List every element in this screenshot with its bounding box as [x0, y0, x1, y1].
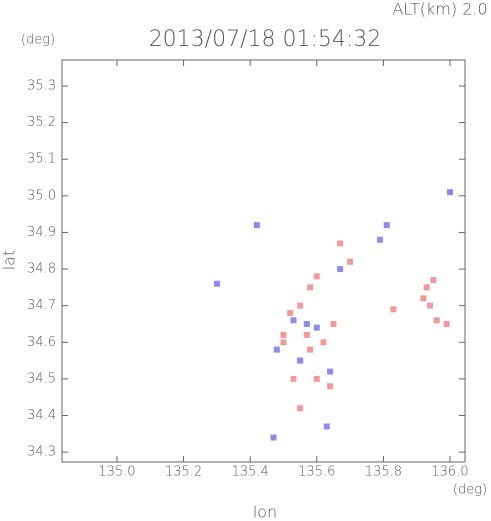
y-axis-label: lat: [0, 250, 19, 271]
y-tick-label: 35.3: [27, 78, 56, 93]
y-tick-label: 35.0: [27, 188, 56, 203]
radar-echo: [327, 368, 334, 375]
x-tick-label: 136.0: [431, 465, 468, 480]
radar-echo: [323, 423, 330, 430]
y-unit: (deg): [21, 33, 55, 48]
radar-echo: [287, 309, 294, 316]
radar-echo: [443, 320, 450, 327]
x-tick-label: 135.4: [232, 465, 269, 480]
radar-echo: [303, 320, 310, 327]
radar-echo: [330, 320, 337, 327]
x-tick-label: 135.8: [365, 465, 402, 480]
radar-echo: [297, 302, 304, 309]
radar-echo: [297, 405, 304, 412]
plot-frame: [61, 59, 466, 463]
y-tick-label: 35.2: [27, 115, 56, 130]
y-tick-label: 34.3: [27, 445, 56, 460]
radar-echo: [337, 240, 344, 247]
radar-echo: [347, 258, 354, 265]
radar-echo: [320, 339, 327, 346]
y-tick-label: 34.8: [27, 262, 56, 277]
y-tick-label: 34.6: [27, 335, 56, 350]
radar-echo: [213, 280, 220, 287]
radar-echo: [337, 266, 344, 273]
y-tick-label: 34.9: [27, 225, 56, 240]
radar-echo: [327, 383, 334, 390]
x-tick-label: 135.0: [98, 465, 135, 480]
radar-echo: [423, 284, 430, 291]
radar-echo: [280, 339, 287, 346]
y-tick-label: 34.4: [27, 408, 56, 423]
y-tick-label: 34.5: [27, 371, 56, 386]
radar-echo: [427, 302, 434, 309]
radar-echo: [377, 236, 384, 243]
radar-echo: [313, 375, 320, 382]
chart-title: 2013/07/18 01:54:32: [149, 27, 382, 52]
radar-echo: [273, 346, 280, 353]
radar-echo: [447, 189, 454, 196]
radar-echo: [280, 331, 287, 338]
radar-echo: [390, 306, 397, 313]
altitude-label: ALT(km) 2.0: [392, 0, 487, 19]
radar-echo: [313, 273, 320, 280]
radar-echo: [420, 295, 427, 302]
x-unit: (deg): [453, 483, 487, 498]
radar-echo: [303, 331, 310, 338]
radar-echo: [290, 317, 297, 324]
radar-echo: [253, 222, 260, 229]
radar-echo: [430, 277, 437, 284]
x-tick-label: 135.2: [165, 465, 202, 480]
radar-echo: [307, 346, 314, 353]
radar-echo: [313, 324, 320, 331]
x-axis-label: lon: [253, 503, 277, 521]
radar-echo: [270, 434, 277, 441]
x-tick-label: 135.6: [298, 465, 335, 480]
y-tick-label: 35.1: [27, 152, 56, 167]
radar-echo: [383, 222, 390, 229]
radar-echo: [433, 317, 440, 324]
y-tick-label: 34.7: [27, 298, 56, 313]
radar-echo: [307, 284, 314, 291]
radar-echo: [290, 375, 297, 382]
radar-echo: [297, 357, 304, 364]
